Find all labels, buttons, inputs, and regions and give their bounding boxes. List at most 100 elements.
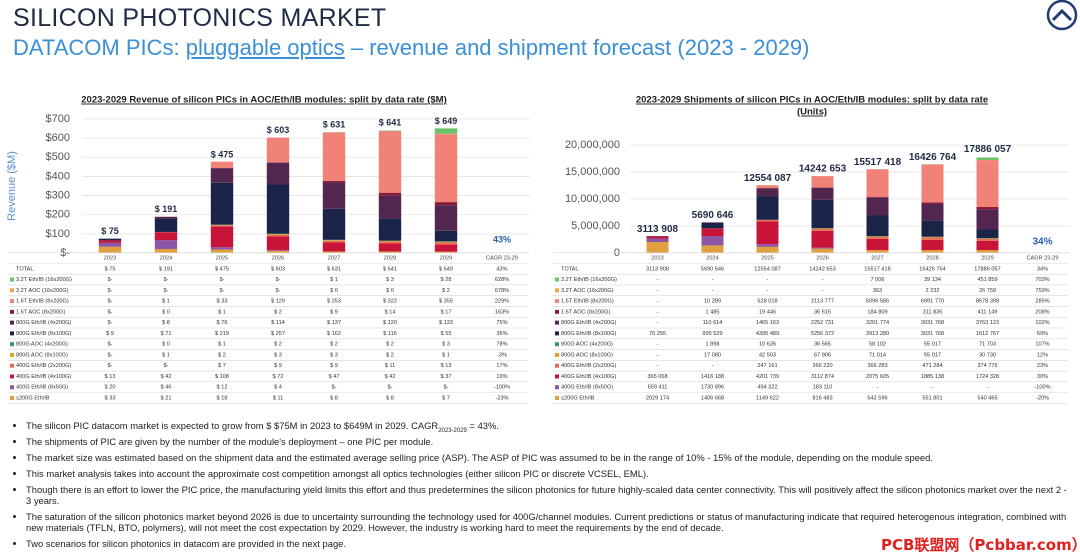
- bar-segment: [921, 202, 944, 204]
- table-cell: 1885 138: [921, 374, 944, 380]
- y-tick-label: $400: [46, 170, 70, 182]
- bar-segment: [756, 244, 779, 247]
- legend-swatch: [10, 374, 14, 379]
- table-cell: 3031 768: [921, 331, 944, 337]
- table-cell: 229%: [495, 299, 509, 305]
- table-cell: 42 503: [759, 352, 776, 358]
- legend-label: 800G AOC (8x100G): [16, 352, 68, 358]
- legend-label: 800G AOC (4x200G): [561, 342, 613, 348]
- icon-chevron[interactable]: [1051, 8, 1073, 22]
- table-cell: 70 255: [649, 331, 666, 337]
- table-cell: 366 283: [867, 363, 887, 369]
- table-cell: $ 475: [215, 266, 229, 272]
- table-cell: $ 631: [327, 266, 341, 272]
- table-cell: $-: [276, 288, 281, 294]
- table-cell: -: [712, 363, 714, 369]
- table-cell: -100%: [494, 385, 510, 391]
- total-label: $ 191: [155, 204, 178, 214]
- table-cell: $ 47: [329, 374, 340, 380]
- legend-swatch: [10, 309, 14, 314]
- table-cell: 1465 163: [756, 320, 779, 326]
- legend-swatch: [555, 352, 559, 357]
- subtitle-link[interactable]: pluggable optics: [185, 35, 345, 60]
- legend-label: 3.2T AOC (16x200G): [561, 288, 614, 294]
- table-row-label: TOTAL: [16, 266, 34, 272]
- legend-swatch: [555, 331, 559, 336]
- bar-segment: [378, 218, 402, 241]
- bar-segment: [976, 209, 999, 230]
- bar-segment: [266, 184, 290, 234]
- table-cell: $ 2: [442, 288, 450, 294]
- table-cell: $ 46: [161, 385, 172, 391]
- bullet-text: 2023-2029: [438, 427, 467, 434]
- slide-title: SILICON PHOTONICS MARKET: [13, 4, 387, 32]
- x-tick-label: 2027: [871, 255, 883, 261]
- table-cell: $ 33: [217, 299, 228, 305]
- bar-segment: [756, 246, 779, 253]
- bar-segment: [434, 202, 458, 206]
- bar-segment: [976, 160, 999, 207]
- bar-segment: [378, 130, 402, 132]
- total-label: 17886 057: [964, 144, 1012, 155]
- bullet: The saturation of the silicon photonics …: [26, 511, 1071, 533]
- legend-swatch: [10, 385, 14, 390]
- legend-label: ≤200G Eth/IB: [561, 395, 595, 401]
- nav-icon[interactable]: [1046, 0, 1078, 31]
- total-label: $ 75: [101, 226, 119, 236]
- legend-label: 800G AOC (4x200G): [16, 342, 68, 348]
- total-label: $ 603: [267, 125, 290, 135]
- table-cell: $ 8: [330, 395, 338, 401]
- bar-segment: [434, 128, 458, 134]
- table-cell: -: [657, 363, 659, 369]
- table-cell: -: [822, 277, 824, 283]
- table-cell: 39 134: [924, 277, 941, 283]
- table-cell: $ 162: [327, 331, 341, 337]
- table-cell: $ 9: [274, 363, 282, 369]
- table-cell: 36 615: [814, 309, 831, 315]
- y-tick-label: $200: [46, 209, 70, 221]
- bar-segment: [646, 242, 669, 253]
- table-cell: $-: [220, 277, 225, 283]
- table-cell: $ 17: [441, 309, 452, 315]
- y-tick-label: $500: [46, 151, 70, 163]
- table-cell: 15517 418: [864, 266, 890, 272]
- legend-label: 800G Eth/IB (8x100G): [561, 331, 616, 337]
- table-cell: -: [877, 385, 879, 391]
- table-cell: $ 2: [386, 342, 394, 348]
- bar-segment: [266, 236, 290, 251]
- bar-segment: [921, 220, 944, 237]
- bar-segment: [921, 203, 944, 221]
- table-cell: $ 14: [385, 309, 396, 315]
- legend-swatch: [555, 363, 559, 368]
- table-cell: $ 355: [439, 299, 453, 305]
- table-cell: 540 465: [977, 395, 997, 401]
- bar-segment: [756, 185, 779, 189]
- table-cell: $ 13: [441, 363, 452, 369]
- table-cell: $ 55: [441, 331, 452, 337]
- table-cell: $-: [164, 277, 169, 283]
- bar-segment: [98, 242, 122, 247]
- legend-swatch: [10, 352, 14, 357]
- chart-title: 2023-2029 Revenue of silicon PICs in AOC…: [81, 95, 447, 106]
- table-cell: -: [822, 288, 824, 294]
- total-label: 5690 646: [692, 210, 734, 221]
- table-cell: -: [657, 320, 659, 326]
- table-cell: $ 257: [271, 331, 285, 337]
- table-cell: $ 28: [441, 277, 452, 283]
- bar-segment: [434, 134, 458, 203]
- watermark: PCB联盟网（Pcbbar.com）: [878, 534, 1080, 555]
- bar-segment: [811, 199, 834, 229]
- table-cell: -20%: [1036, 395, 1049, 401]
- table-cell: $ 42: [385, 374, 396, 380]
- table-cell: $-: [388, 385, 393, 391]
- table-cell: 7 006: [871, 277, 885, 283]
- table-cell: 71 014: [869, 352, 886, 358]
- table-cell: $-: [276, 277, 281, 283]
- bar-segment: [322, 208, 346, 240]
- table-cell: $ 129: [271, 299, 285, 305]
- table-cell: $ 3: [330, 352, 338, 358]
- table-cell: 19%: [496, 374, 507, 380]
- icon-circle[interactable]: [1046, 0, 1078, 31]
- bar-segment: [434, 242, 458, 245]
- table-cell: 23%: [1037, 363, 1048, 369]
